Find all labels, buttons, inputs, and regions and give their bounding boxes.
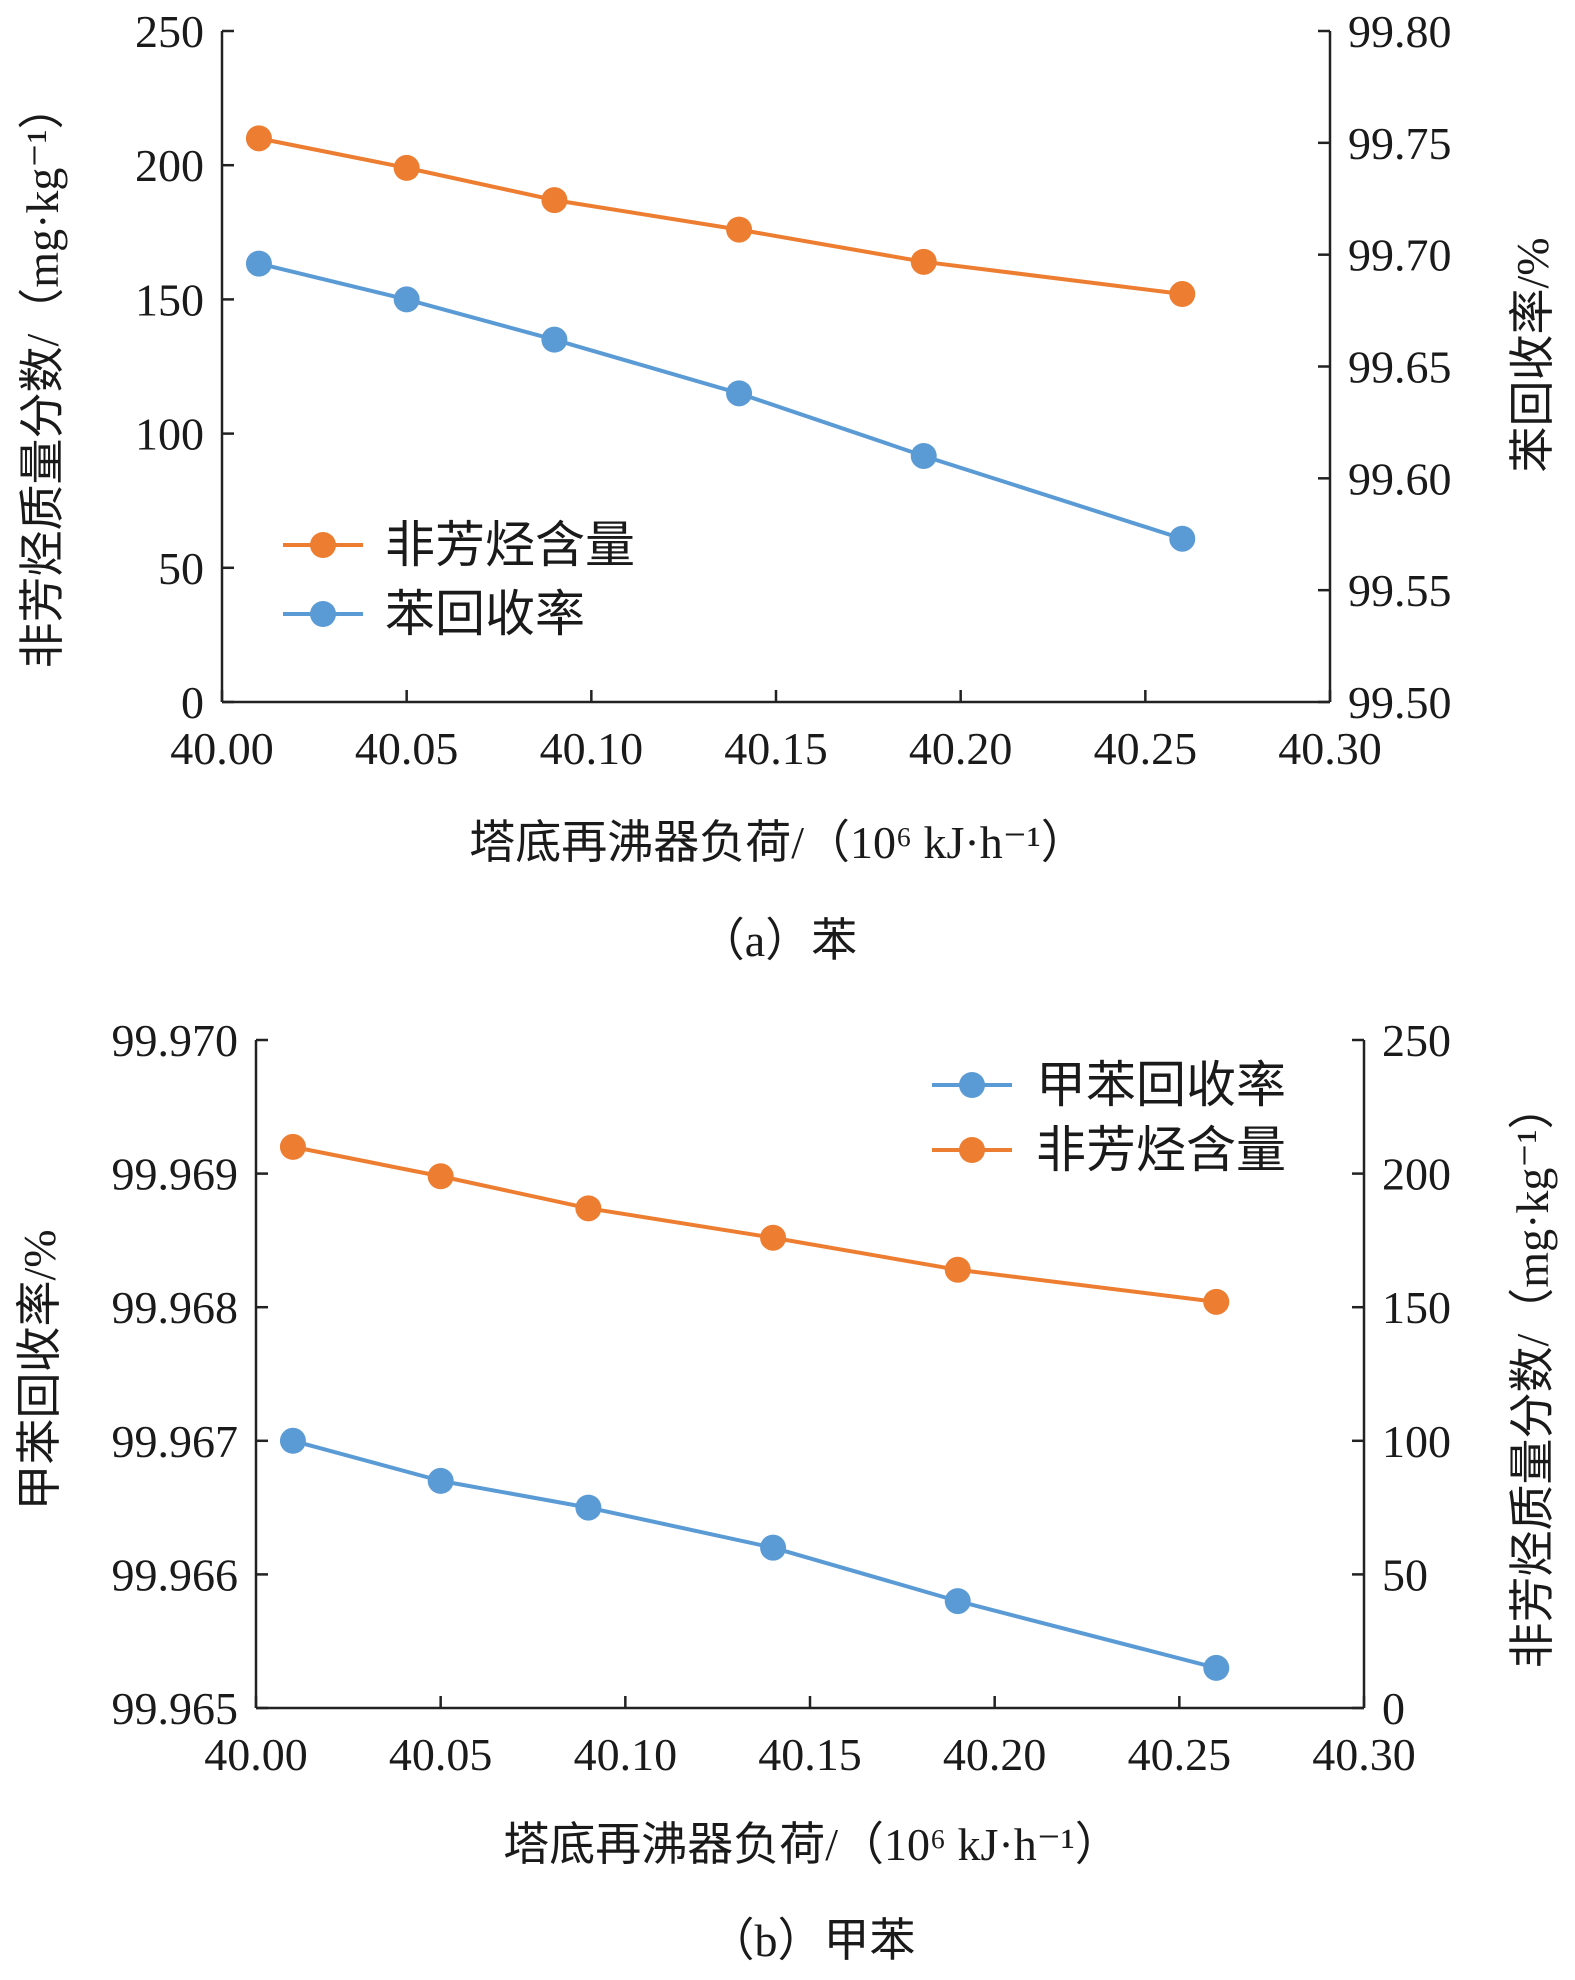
chart-b-left-axis-title: 甲苯回收率/% (14, 1229, 65, 1510)
chart-b-left-y-tick-label: 99.968 (112, 1282, 239, 1333)
chart-b-legend-marker-0 (959, 1072, 985, 1098)
chart-a-x-tick-label: 40.20 (909, 723, 1013, 774)
chart-b-series-1-point (279, 1133, 306, 1160)
chart-a-series-line-0 (258, 136, 1183, 297)
chart-a-right-y-tick-label: 99.75 (1348, 118, 1452, 169)
chart-b-left-y-tick-label: 99.970 (112, 1015, 239, 1066)
chart-b-x-tick-label: 40.30 (1312, 1729, 1416, 1780)
chart-b-x-axis-title: 塔底再沸器负荷/（10⁶ kJ·h⁻¹） (503, 1819, 1121, 1870)
chart-b-series-0-point (427, 1467, 454, 1494)
chart-a-legend-marker-0 (310, 532, 336, 558)
chart-b-right-y-tick-label: 150 (1382, 1282, 1451, 1333)
chart-b-series-0-point (1203, 1654, 1230, 1681)
chart-b-left-y-tick-label: 99.969 (112, 1149, 239, 1200)
chart-b-left-y-tick-label: 99.966 (112, 1549, 239, 1600)
chart-b-left-y-tick-label: 99.967 (112, 1416, 239, 1467)
chart-a-series-0-point (393, 154, 420, 181)
chart-b-x-tick-label: 40.00 (204, 1729, 308, 1780)
chart-a-right-y-tick-label: 99.80 (1348, 6, 1452, 57)
chart-a-series-0-point (541, 187, 568, 214)
chart-a-legend-label-0: 非芳烃含量 (385, 517, 635, 573)
chart-a-left-y-tick-label: 200 (135, 140, 204, 191)
chart-b-legend-label-1: 非芳烃含量 (1036, 1122, 1286, 1178)
chart-b-series-0-point (944, 1588, 971, 1615)
chart-a-x-tick-label: 40.05 (355, 723, 459, 774)
chart-b-toluene: 40.00 40.05 40.10 40.15 40.20 40.25 40.30 99.96… (14, 1015, 1558, 1966)
chart-b-right-y-tick-label: 0 (1382, 1683, 1405, 1734)
chart-b-legend-item-0: 甲苯回收率 (932, 1057, 1286, 1113)
chart-b-series-1-point (427, 1163, 454, 1190)
chart-b-right-y-tick-label: 50 (1382, 1549, 1428, 1600)
chart-a-series-0-point (1169, 281, 1196, 308)
chart-a-series-line-1 (258, 261, 1183, 541)
chart-a-series-1-point (393, 286, 420, 313)
chart-a-right-y-tick-label: 99.50 (1348, 677, 1452, 728)
chart-a-x-tick-label: 40.15 (724, 723, 828, 774)
chart-a-plot-area: 40.00 40.05 40.10 40.15 40.20 40.25 40.30 0 50 10… (135, 6, 1452, 774)
chart-b-series-0-point (279, 1427, 306, 1454)
chart-b-right-axis-title: 非芳烃质量分数/（mg·kg⁻¹） (1507, 1084, 1558, 1669)
chart-b-right-y-tick-label: 200 (1382, 1149, 1451, 1200)
chart-a-right-y-tick-label: 99.55 (1348, 565, 1452, 616)
chart-b-series-line-1 (292, 1144, 1217, 1304)
chart-a-legend: 非芳烃含量 苯回收率 (283, 517, 635, 642)
chart-a-series-1-point (1169, 525, 1196, 552)
chart-b-x-tick-label: 40.25 (1128, 1729, 1232, 1780)
chart-b-right-y-tick-label: 250 (1382, 1015, 1451, 1066)
chart-a-series-1-point (726, 380, 753, 407)
chart-b-series-1-point (1203, 1288, 1230, 1315)
chart-b-series-0-point (760, 1534, 787, 1561)
chart-b-x-tick-label: 40.15 (758, 1729, 862, 1780)
chart-a-left-axis-title: 非芳烃质量分数/（mg·kg⁻¹） (17, 84, 68, 669)
chart-a-caption: （a）苯 (699, 915, 857, 966)
chart-b-x-tick-label: 40.10 (574, 1729, 678, 1780)
chart-a-right-y-tick-label: 99.60 (1348, 453, 1452, 504)
chart-b-series-1-point (575, 1195, 602, 1222)
chart-b-series-line-0 (292, 1438, 1217, 1670)
chart-b-series-0-point (575, 1494, 602, 1521)
chart-a-legend-item-0: 非芳烃含量 (283, 517, 635, 573)
chart-b-left-y-tick-label: 99.965 (112, 1683, 239, 1734)
chart-b-legend: 甲苯回收率 非芳烃含量 (932, 1057, 1286, 1178)
chart-a-series-0-point (245, 125, 272, 152)
chart-a-right-axis-title: 苯回收率/% (1507, 237, 1558, 472)
chart-a-series-1-point (541, 326, 568, 353)
chart-a-legend-label-1: 苯回收率 (385, 586, 585, 642)
chart-a-legend-item-1: 苯回收率 (283, 586, 585, 642)
chart-a-left-y-tick-label: 100 (135, 409, 204, 460)
chart-a-series-1-point (245, 250, 272, 277)
chart-a-series-1-point (910, 442, 937, 469)
chart-a-x-axis-title: 塔底再沸器负荷/（10⁶ kJ·h⁻¹） (469, 817, 1087, 868)
chart-a-x-tick-label: 40.30 (1278, 723, 1382, 774)
chart-b-x-tick-label: 40.20 (943, 1729, 1047, 1780)
chart-b-caption: （b）甲苯 (709, 1915, 916, 1966)
chart-a-x-tick-label: 40.00 (170, 723, 274, 774)
chart-a-right-y-tick-label: 99.65 (1348, 342, 1452, 393)
chart-a-left-y-tick-label: 0 (181, 677, 204, 728)
chart-b-legend-label-0: 甲苯回收率 (1036, 1057, 1286, 1113)
chart-a-benzene: 40.00 40.05 40.10 40.15 40.20 40.25 40.30 0 50 10… (17, 6, 1558, 966)
chart-a-series-0-point (726, 216, 753, 243)
chart-a-x-tick-label: 40.10 (540, 723, 644, 774)
chart-b-x-tick-label: 40.05 (389, 1729, 493, 1780)
chart-b-legend-item-1: 非芳烃含量 (932, 1122, 1286, 1178)
chart-a-left-y-tick-label: 50 (158, 543, 204, 594)
chart-b-plot-area: 40.00 40.05 40.10 40.15 40.20 40.25 40.30 99.96… (112, 1015, 1452, 1780)
chart-b-legend-marker-1 (959, 1137, 985, 1163)
chart-a-legend-marker-1 (310, 601, 336, 627)
chart-a-series-0-point (910, 248, 937, 275)
chart-b-series-1-point (944, 1256, 971, 1283)
chart-a-right-y-tick-label: 99.70 (1348, 230, 1452, 281)
chart-a-left-y-tick-label: 250 (135, 6, 204, 57)
chart-a-x-tick-label: 40.25 (1094, 723, 1198, 774)
chart-a-left-y-tick-label: 150 (135, 274, 204, 325)
chart-b-series-1-point (760, 1224, 787, 1251)
chart-b-right-y-tick-label: 100 (1382, 1416, 1451, 1467)
